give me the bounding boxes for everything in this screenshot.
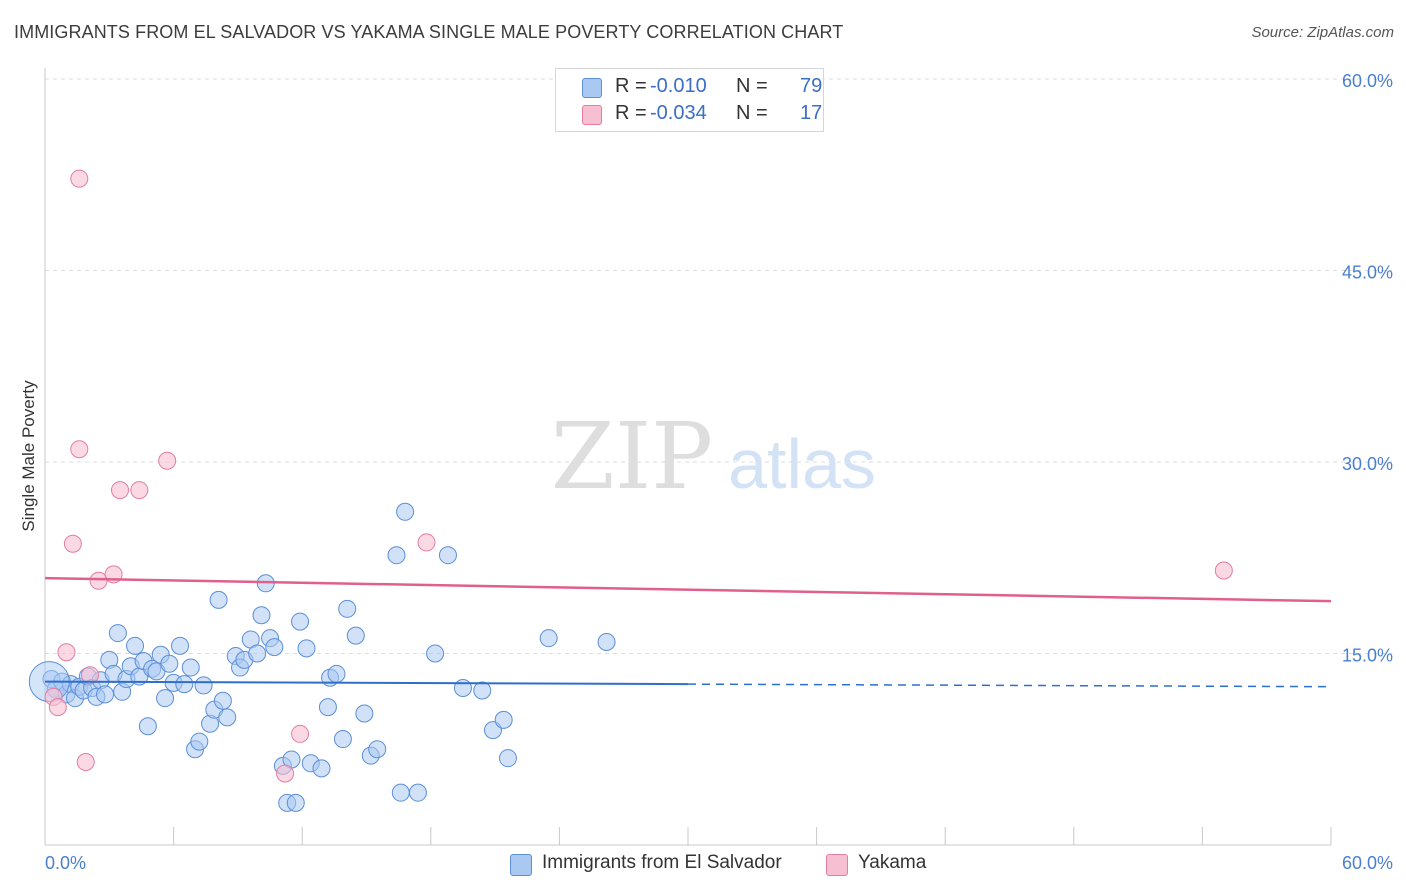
data-point-yakama bbox=[89, 571, 108, 590]
data-point-el-salvador bbox=[494, 710, 513, 729]
data-point-yakama bbox=[417, 533, 436, 552]
data-point-el-salvador bbox=[312, 759, 331, 778]
data-point-el-salvador bbox=[597, 633, 616, 652]
y-tick-label: 45.0% bbox=[1342, 263, 1393, 283]
stats-box: R = -0.010 N = 79 R = -0.034 N = 17 bbox=[555, 68, 824, 132]
r-label: R = bbox=[615, 102, 647, 124]
data-point-yakama bbox=[48, 698, 67, 717]
data-point-el-salvador bbox=[108, 624, 127, 643]
r-value: -0.034 bbox=[650, 102, 707, 124]
data-point-el-salvador bbox=[190, 732, 209, 751]
data-point-el-salvador bbox=[355, 704, 374, 723]
data-point-el-salvador bbox=[338, 599, 357, 618]
data-point-el-salvador bbox=[96, 685, 115, 704]
legend-label: Immigrants from El Salvador bbox=[542, 852, 782, 873]
data-point-el-salvador bbox=[156, 689, 175, 708]
data-point-el-salvador bbox=[138, 717, 157, 736]
x-ticks bbox=[44, 827, 1332, 845]
x-tick-label-max: 60.0% bbox=[1342, 853, 1393, 873]
data-point-yakama bbox=[111, 481, 130, 500]
watermark-zip: ZIP bbox=[551, 403, 713, 510]
watermark: ZIP atlas bbox=[551, 403, 876, 510]
legend-swatch-blue bbox=[510, 854, 532, 876]
data-point-yakama bbox=[76, 753, 95, 772]
data-point-yakama bbox=[291, 724, 310, 743]
data-point-el-salvador bbox=[213, 691, 232, 710]
data-point-yakama bbox=[1214, 561, 1233, 580]
data-point-yakama bbox=[158, 451, 177, 470]
data-point-el-salvador bbox=[175, 675, 194, 694]
data-point-el-salvador bbox=[453, 678, 472, 697]
data-point-el-salvador bbox=[248, 644, 267, 663]
watermark-atlas: atlas bbox=[728, 425, 876, 503]
data-point-yakama bbox=[81, 666, 100, 685]
data-point-el-salvador bbox=[126, 636, 145, 655]
data-point-yakama bbox=[70, 440, 89, 459]
chart-title: IMMIGRANTS FROM EL SALVADOR VS YAKAMA SI… bbox=[14, 22, 844, 42]
y-tick-label: 30.0% bbox=[1342, 454, 1393, 474]
data-point-el-salvador bbox=[438, 546, 457, 565]
data-point-el-salvador bbox=[160, 654, 179, 673]
data-point-el-salvador bbox=[387, 546, 406, 565]
data-point-el-salvador bbox=[346, 626, 365, 645]
grid-lines bbox=[45, 78, 1392, 654]
data-point-el-salvador bbox=[539, 629, 558, 648]
series-yakama bbox=[44, 169, 1233, 783]
data-point-el-salvador bbox=[297, 639, 316, 658]
data-point-el-salvador bbox=[286, 793, 305, 812]
y-tick-label: 15.0% bbox=[1342, 646, 1393, 666]
data-point-yakama bbox=[57, 643, 76, 662]
legend-swatch-pink bbox=[826, 854, 848, 876]
data-point-el-salvador bbox=[408, 783, 427, 802]
data-point-el-salvador bbox=[396, 502, 415, 521]
data-point-yakama bbox=[130, 481, 149, 500]
source-credit: Source: ZipAtlas.com bbox=[1251, 24, 1394, 41]
data-point-el-salvador bbox=[368, 740, 387, 759]
data-point-el-salvador bbox=[498, 749, 517, 768]
data-point-el-salvador bbox=[181, 658, 200, 677]
data-point-el-salvador bbox=[265, 638, 284, 657]
y-tick-label: 60.0% bbox=[1342, 71, 1393, 91]
data-point-el-salvador bbox=[426, 644, 445, 663]
data-point-el-salvador bbox=[333, 730, 352, 749]
data-point-el-salvador bbox=[171, 636, 190, 655]
n-value: 79 bbox=[800, 75, 823, 97]
swatch-blue bbox=[582, 78, 602, 98]
series-el-salvador bbox=[28, 502, 616, 812]
y-axis-label: Single Male Poverty bbox=[19, 380, 38, 532]
data-point-el-salvador bbox=[391, 783, 410, 802]
legend-label: Yakama bbox=[858, 852, 927, 873]
data-point-el-salvador bbox=[218, 708, 237, 727]
r-label: R = bbox=[615, 75, 647, 97]
y-tick-labels: 15.0% 30.0% 45.0% 60.0% bbox=[1342, 71, 1393, 666]
n-label: N = bbox=[736, 102, 768, 124]
swatch-pink bbox=[582, 105, 602, 125]
data-point-yakama bbox=[70, 169, 89, 188]
trend-line-el-salvador bbox=[44, 680, 689, 686]
n-value: 17 bbox=[800, 102, 823, 124]
data-point-el-salvador bbox=[252, 606, 271, 625]
data-point-el-salvador bbox=[209, 590, 228, 609]
trend-lines bbox=[44, 576, 1332, 688]
r-value: -0.010 bbox=[650, 75, 707, 97]
data-point-yakama bbox=[276, 764, 295, 783]
trend-line-yakama bbox=[44, 576, 1332, 603]
data-point-el-salvador bbox=[291, 612, 310, 631]
n-label: N = bbox=[736, 75, 768, 97]
data-point-el-salvador bbox=[473, 681, 492, 700]
data-point-el-salvador bbox=[327, 664, 346, 683]
data-point-el-salvador bbox=[194, 676, 213, 695]
data-point-yakama bbox=[63, 534, 82, 553]
data-point-el-salvador bbox=[318, 698, 337, 717]
trend-line-el-salvador-extrapolated bbox=[687, 683, 1332, 688]
x-tick-label-min: 0.0% bbox=[45, 853, 86, 873]
